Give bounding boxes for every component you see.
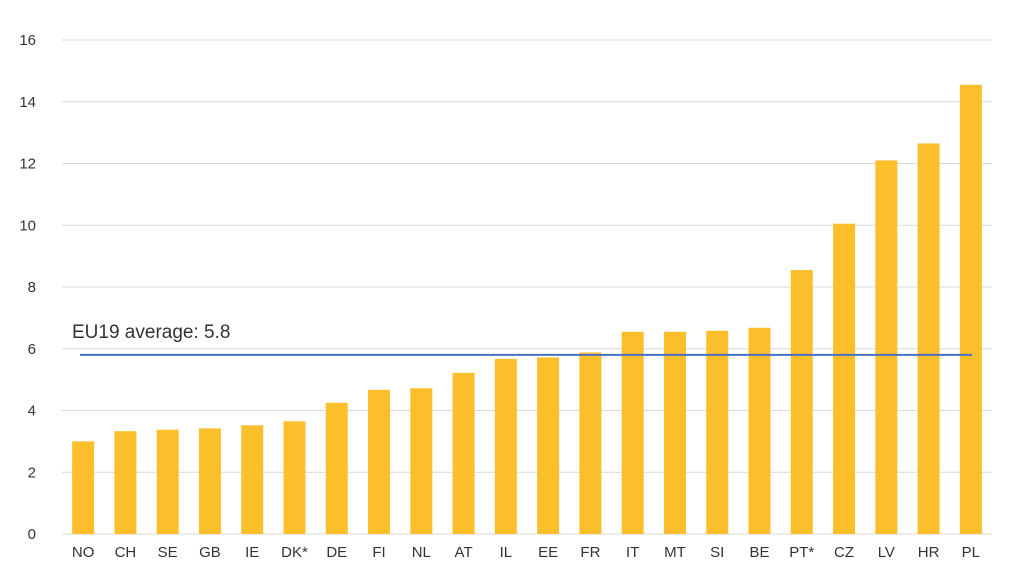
bar-be bbox=[748, 327, 771, 534]
x-tick-label: IE bbox=[245, 544, 259, 561]
y-tick-label: 12 bbox=[19, 156, 36, 173]
y-tick-label: 10 bbox=[19, 217, 36, 234]
x-tick-label: SI bbox=[710, 544, 724, 561]
x-tick-label: IT bbox=[626, 544, 639, 561]
x-tick-label: EE bbox=[538, 544, 558, 561]
bars bbox=[72, 84, 982, 535]
x-tick-label: GB bbox=[199, 544, 221, 561]
y-tick-label: 4 bbox=[28, 403, 36, 420]
bar-mt bbox=[663, 331, 686, 534]
bar-ch bbox=[114, 431, 137, 534]
bar-gb bbox=[198, 428, 221, 534]
bar-hr bbox=[917, 143, 940, 534]
x-tick-label: SE bbox=[158, 544, 178, 561]
average-line-group: EU19 average: 5.8 bbox=[72, 322, 972, 356]
bar-ie bbox=[241, 425, 264, 534]
bar-it bbox=[621, 331, 644, 534]
y-tick-label: 2 bbox=[28, 464, 36, 481]
bar-se bbox=[156, 429, 179, 534]
bar-ee bbox=[537, 357, 560, 534]
bar-il bbox=[494, 358, 517, 534]
x-tick-label: BE bbox=[749, 544, 769, 561]
y-tick-label: 6 bbox=[28, 341, 36, 358]
y-tick-label: 14 bbox=[19, 94, 36, 111]
bar-nl bbox=[410, 388, 433, 534]
x-tick-label: PL bbox=[962, 544, 980, 561]
x-tick-label: FI bbox=[372, 544, 385, 561]
bar-lv bbox=[875, 160, 898, 534]
bar-de bbox=[325, 402, 348, 534]
average-label: EU19 average: 5.8 bbox=[72, 322, 230, 343]
bar-at bbox=[452, 372, 475, 534]
x-tick-label: PT* bbox=[789, 544, 814, 561]
x-tick-label: NO bbox=[72, 544, 95, 561]
bar-dk bbox=[283, 421, 306, 534]
bar-pt bbox=[790, 270, 813, 534]
y-tick-label: 0 bbox=[28, 526, 36, 543]
x-tick-label: MT bbox=[664, 544, 686, 561]
y-tick-label: 16 bbox=[19, 32, 36, 49]
x-tick-label: NL bbox=[412, 544, 431, 561]
x-tick-label: LV bbox=[878, 544, 895, 561]
x-tick-label: FR bbox=[580, 544, 600, 561]
y-tick-label: 8 bbox=[28, 279, 36, 296]
x-tick-label: HR bbox=[918, 544, 940, 561]
bar-pl bbox=[959, 84, 982, 535]
bar-no bbox=[72, 441, 95, 534]
x-tick-label: CH bbox=[115, 544, 137, 561]
x-tick-label: AT bbox=[455, 544, 473, 561]
x-tick-label: IL bbox=[500, 544, 513, 561]
x-tick-label: DK* bbox=[281, 544, 308, 561]
x-tick-label: DE bbox=[326, 544, 347, 561]
bar-fi bbox=[368, 389, 391, 534]
bar-si bbox=[706, 330, 729, 534]
x-tick-label: CZ bbox=[834, 544, 854, 561]
y-axis-tick-labels: 0 2 4 6 8 10 12 14 16 bbox=[19, 32, 36, 543]
bar-fr bbox=[579, 352, 602, 534]
x-axis-tick-labels: NO CH SE GB IE DK* DE FI NL AT IL EE FR IT MT SI BE PT* CZ… bbox=[72, 544, 980, 561]
bar-cz bbox=[833, 223, 856, 535]
